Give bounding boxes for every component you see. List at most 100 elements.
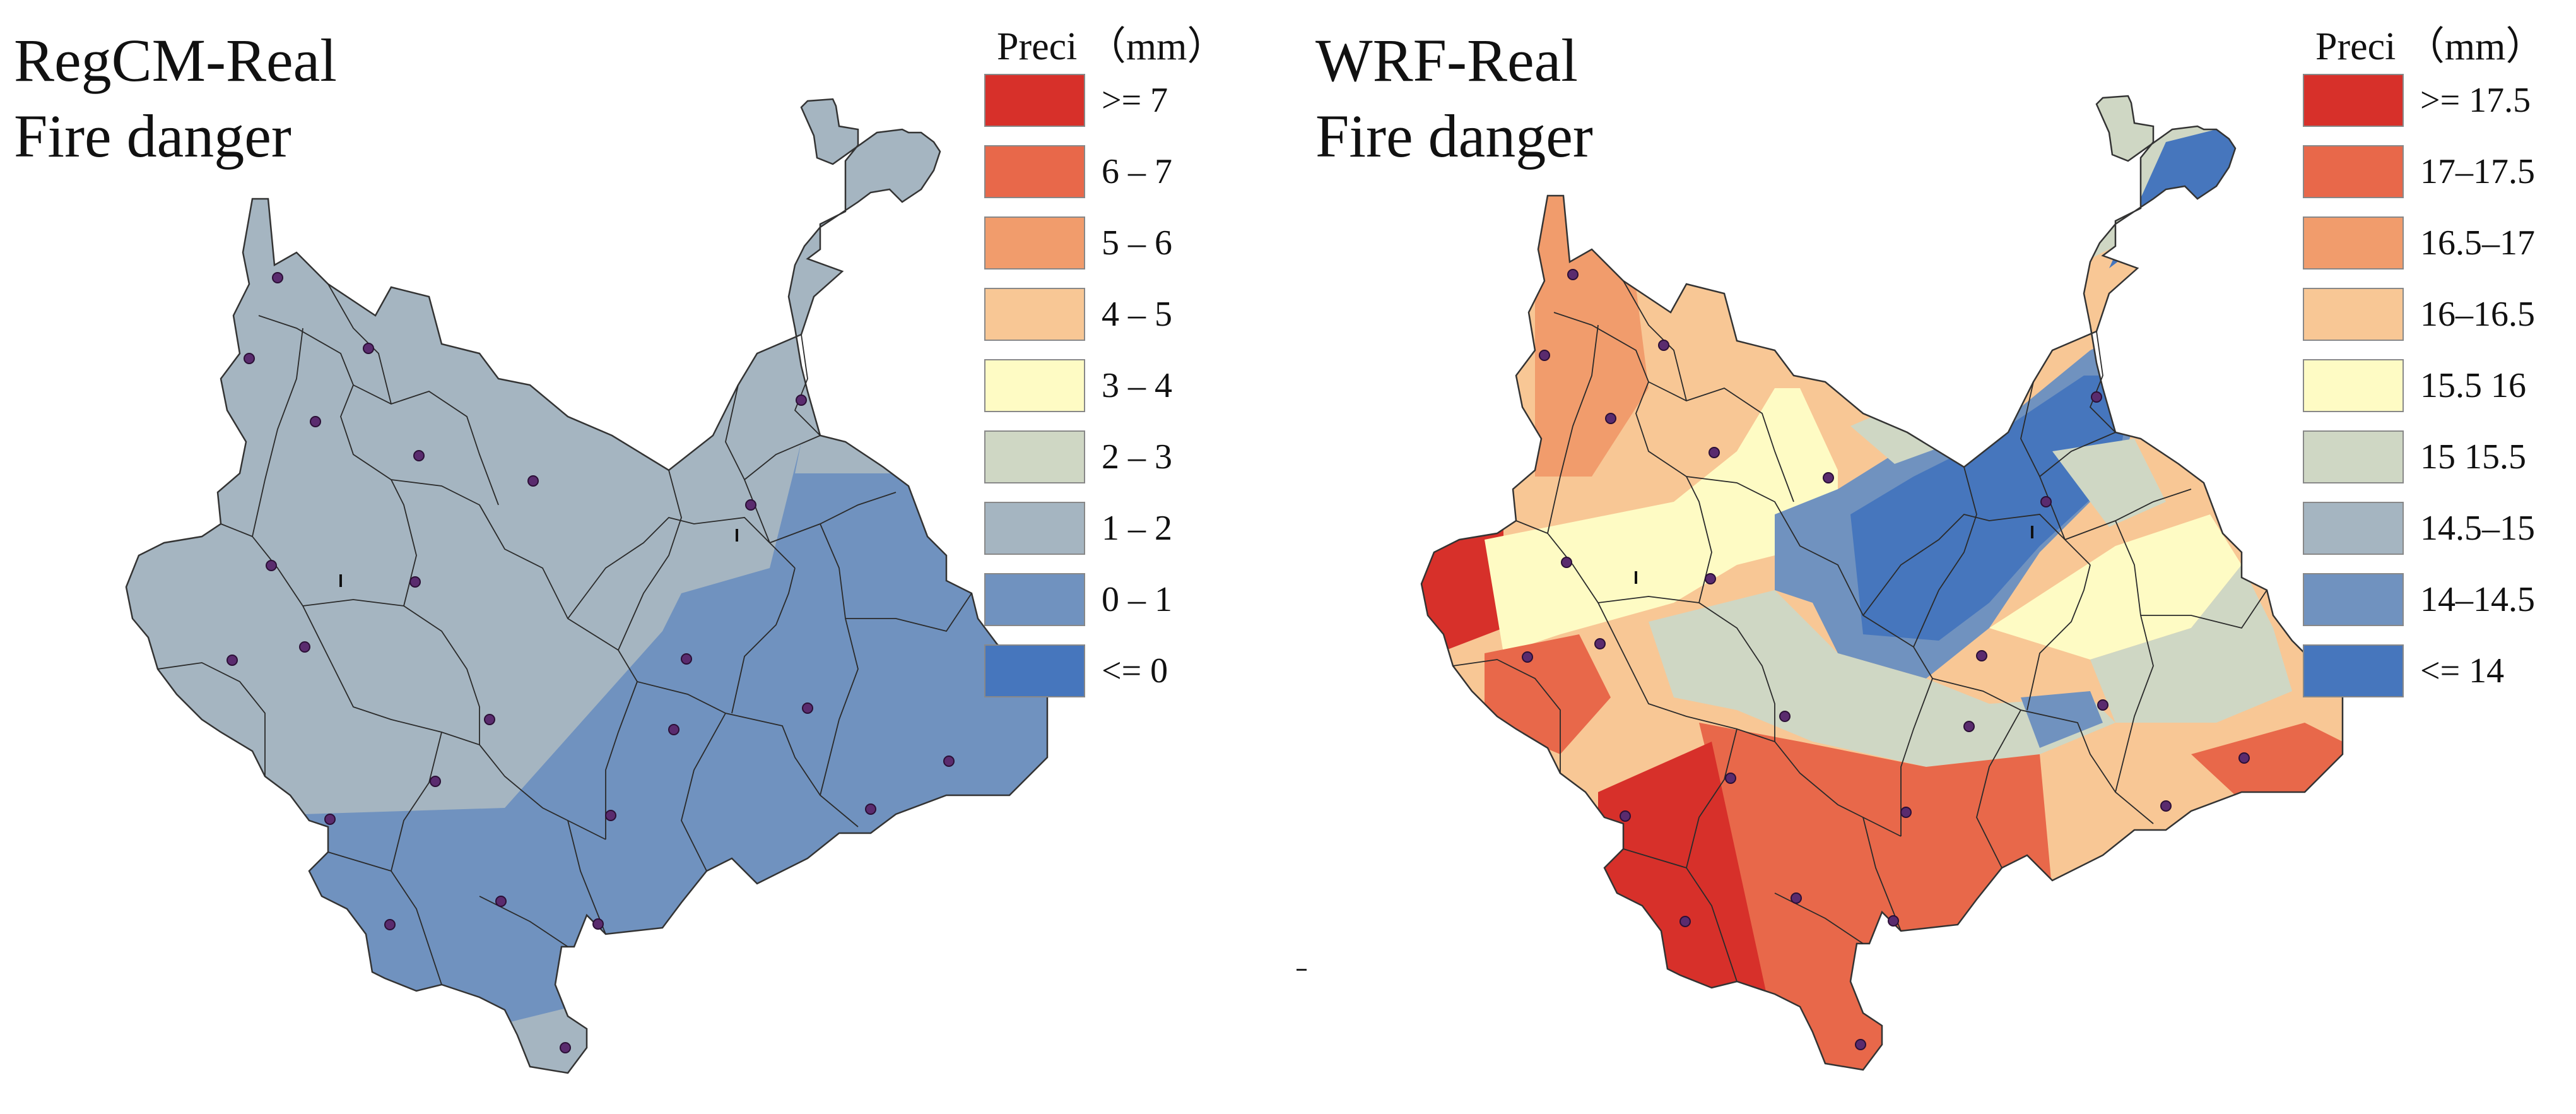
station-point (2160, 800, 2172, 812)
legend-row: 16.5–17 (2303, 207, 2544, 278)
station-point (1791, 892, 1802, 904)
station-point (1605, 413, 1616, 424)
legend-swatch (2303, 73, 2404, 127)
legend-label: 0 – 1 (1102, 579, 1172, 619)
left-title-line1: RegCM-Real (14, 27, 337, 94)
legend-swatch (2303, 501, 2404, 555)
zone-17-17.5 (1926, 754, 2052, 944)
station-point (2040, 496, 2052, 507)
legend-swatch (984, 501, 1085, 555)
legend-row: 1 – 2 (984, 492, 1226, 564)
station-point (668, 724, 679, 735)
legend-swatch (984, 430, 1085, 483)
province-outline (125, 98, 1049, 1074)
right-legend: Preci （mm） >= 17.5 17–17.5 16.5–17 16–16… (2303, 14, 2544, 706)
legend-label: >= 7 (1102, 80, 1168, 120)
legend-row: >= 7 (984, 64, 1226, 136)
legend-row: 14.5–15 (2303, 492, 2544, 564)
right-legend-title: Preci （mm） (2315, 25, 2545, 68)
legend-swatch (984, 73, 1085, 127)
legend-label: 16.5–17 (2420, 223, 2535, 263)
station-point (796, 394, 807, 406)
right-map-panel: WRF-Real Fire danger Preci （mm） >= 17.5 … (1281, 0, 2576, 1114)
station-point (1658, 340, 1669, 351)
legend-label: <= 14 (2420, 651, 2505, 690)
zone-ge-17.5 (1421, 502, 1503, 660)
station-point (560, 1042, 571, 1053)
legend-swatch (2303, 358, 2404, 412)
legend-label: 3 – 4 (1102, 365, 1172, 405)
left-station-points (226, 272, 955, 1053)
legend-row: 15.5 16 (2303, 350, 2544, 421)
right-title-line2: Fire danger (1315, 102, 1593, 170)
legend-swatch (2303, 430, 2404, 483)
station-point (495, 896, 507, 907)
legend-row: 6 – 7 (984, 136, 1226, 207)
legend-row: 0 – 1 (984, 564, 1226, 635)
legend-row: <= 0 (984, 635, 1226, 706)
legend-row: 5 – 6 (984, 207, 1226, 278)
station-point (1888, 915, 1899, 927)
station-point (681, 653, 692, 665)
legend-swatch (984, 644, 1085, 697)
station-point (1679, 916, 1691, 927)
station-point (266, 560, 277, 571)
legend-label: 5 – 6 (1102, 223, 1172, 263)
legend-label: 16–16.5 (2420, 294, 2535, 334)
station-point (1823, 472, 1834, 483)
legend-row: 2 – 3 (984, 421, 1226, 492)
legend-label: 14–14.5 (2420, 579, 2535, 619)
right-station-points (1522, 269, 2250, 1050)
station-point (244, 353, 255, 364)
legend-row: 17–17.5 (2303, 136, 2544, 207)
zone-15-15.5 (2052, 439, 2166, 527)
legend-row: 3 – 4 (984, 350, 1226, 421)
station-point (409, 576, 421, 588)
legend-row: 16–16.5 (2303, 278, 2544, 350)
zone-le-14 (1850, 376, 2134, 641)
legend-label: 1 – 2 (1102, 508, 1172, 548)
station-point (1855, 1039, 1866, 1050)
zone-15.5-16 (1485, 388, 1838, 653)
legend-label: 15.5 16 (2420, 365, 2526, 405)
station-point (1561, 557, 1572, 568)
station-point (1594, 638, 1606, 649)
station-point (324, 814, 336, 825)
station-point (1620, 810, 1631, 822)
legend-swatch (984, 145, 1085, 198)
legend-label: 15 15.5 (2420, 437, 2526, 477)
left-title-line2: Fire danger (14, 102, 291, 170)
station-point (1963, 721, 1975, 732)
station-point (1900, 807, 1912, 818)
county-boundaries (157, 283, 972, 985)
station-point (605, 810, 616, 821)
legend-row: 15 15.5 (2303, 421, 2544, 492)
right-title-line1: WRF-Real (1315, 27, 1578, 94)
station-point (484, 714, 495, 725)
legend-swatch (984, 572, 1085, 626)
station-point (802, 702, 813, 714)
station-point (310, 416, 321, 427)
station-point (1976, 650, 1987, 661)
right-map-svg (1420, 95, 2344, 1071)
station-point (1539, 350, 1550, 361)
station-point (1725, 773, 1736, 784)
center-dash-mark (1297, 969, 1307, 971)
station-point (865, 803, 876, 815)
right-small-marks (1635, 526, 2033, 584)
legend-label: 14.5–15 (2420, 508, 2535, 548)
legend-label: 6 – 7 (1102, 151, 1172, 191)
left-legend-title: Preci （mm） (997, 25, 1226, 68)
station-point (592, 918, 604, 930)
station-point (2097, 699, 2108, 711)
legend-swatch (2303, 572, 2404, 626)
station-point (363, 343, 374, 354)
station-point (299, 641, 310, 653)
station-point (1705, 573, 1716, 584)
zone-15-15.5 (2090, 565, 2292, 723)
county-boundaries (1452, 280, 2267, 982)
station-point (430, 776, 441, 787)
legend-swatch (2303, 287, 2404, 341)
legend-swatch (2303, 145, 2404, 198)
station-point (527, 475, 539, 487)
